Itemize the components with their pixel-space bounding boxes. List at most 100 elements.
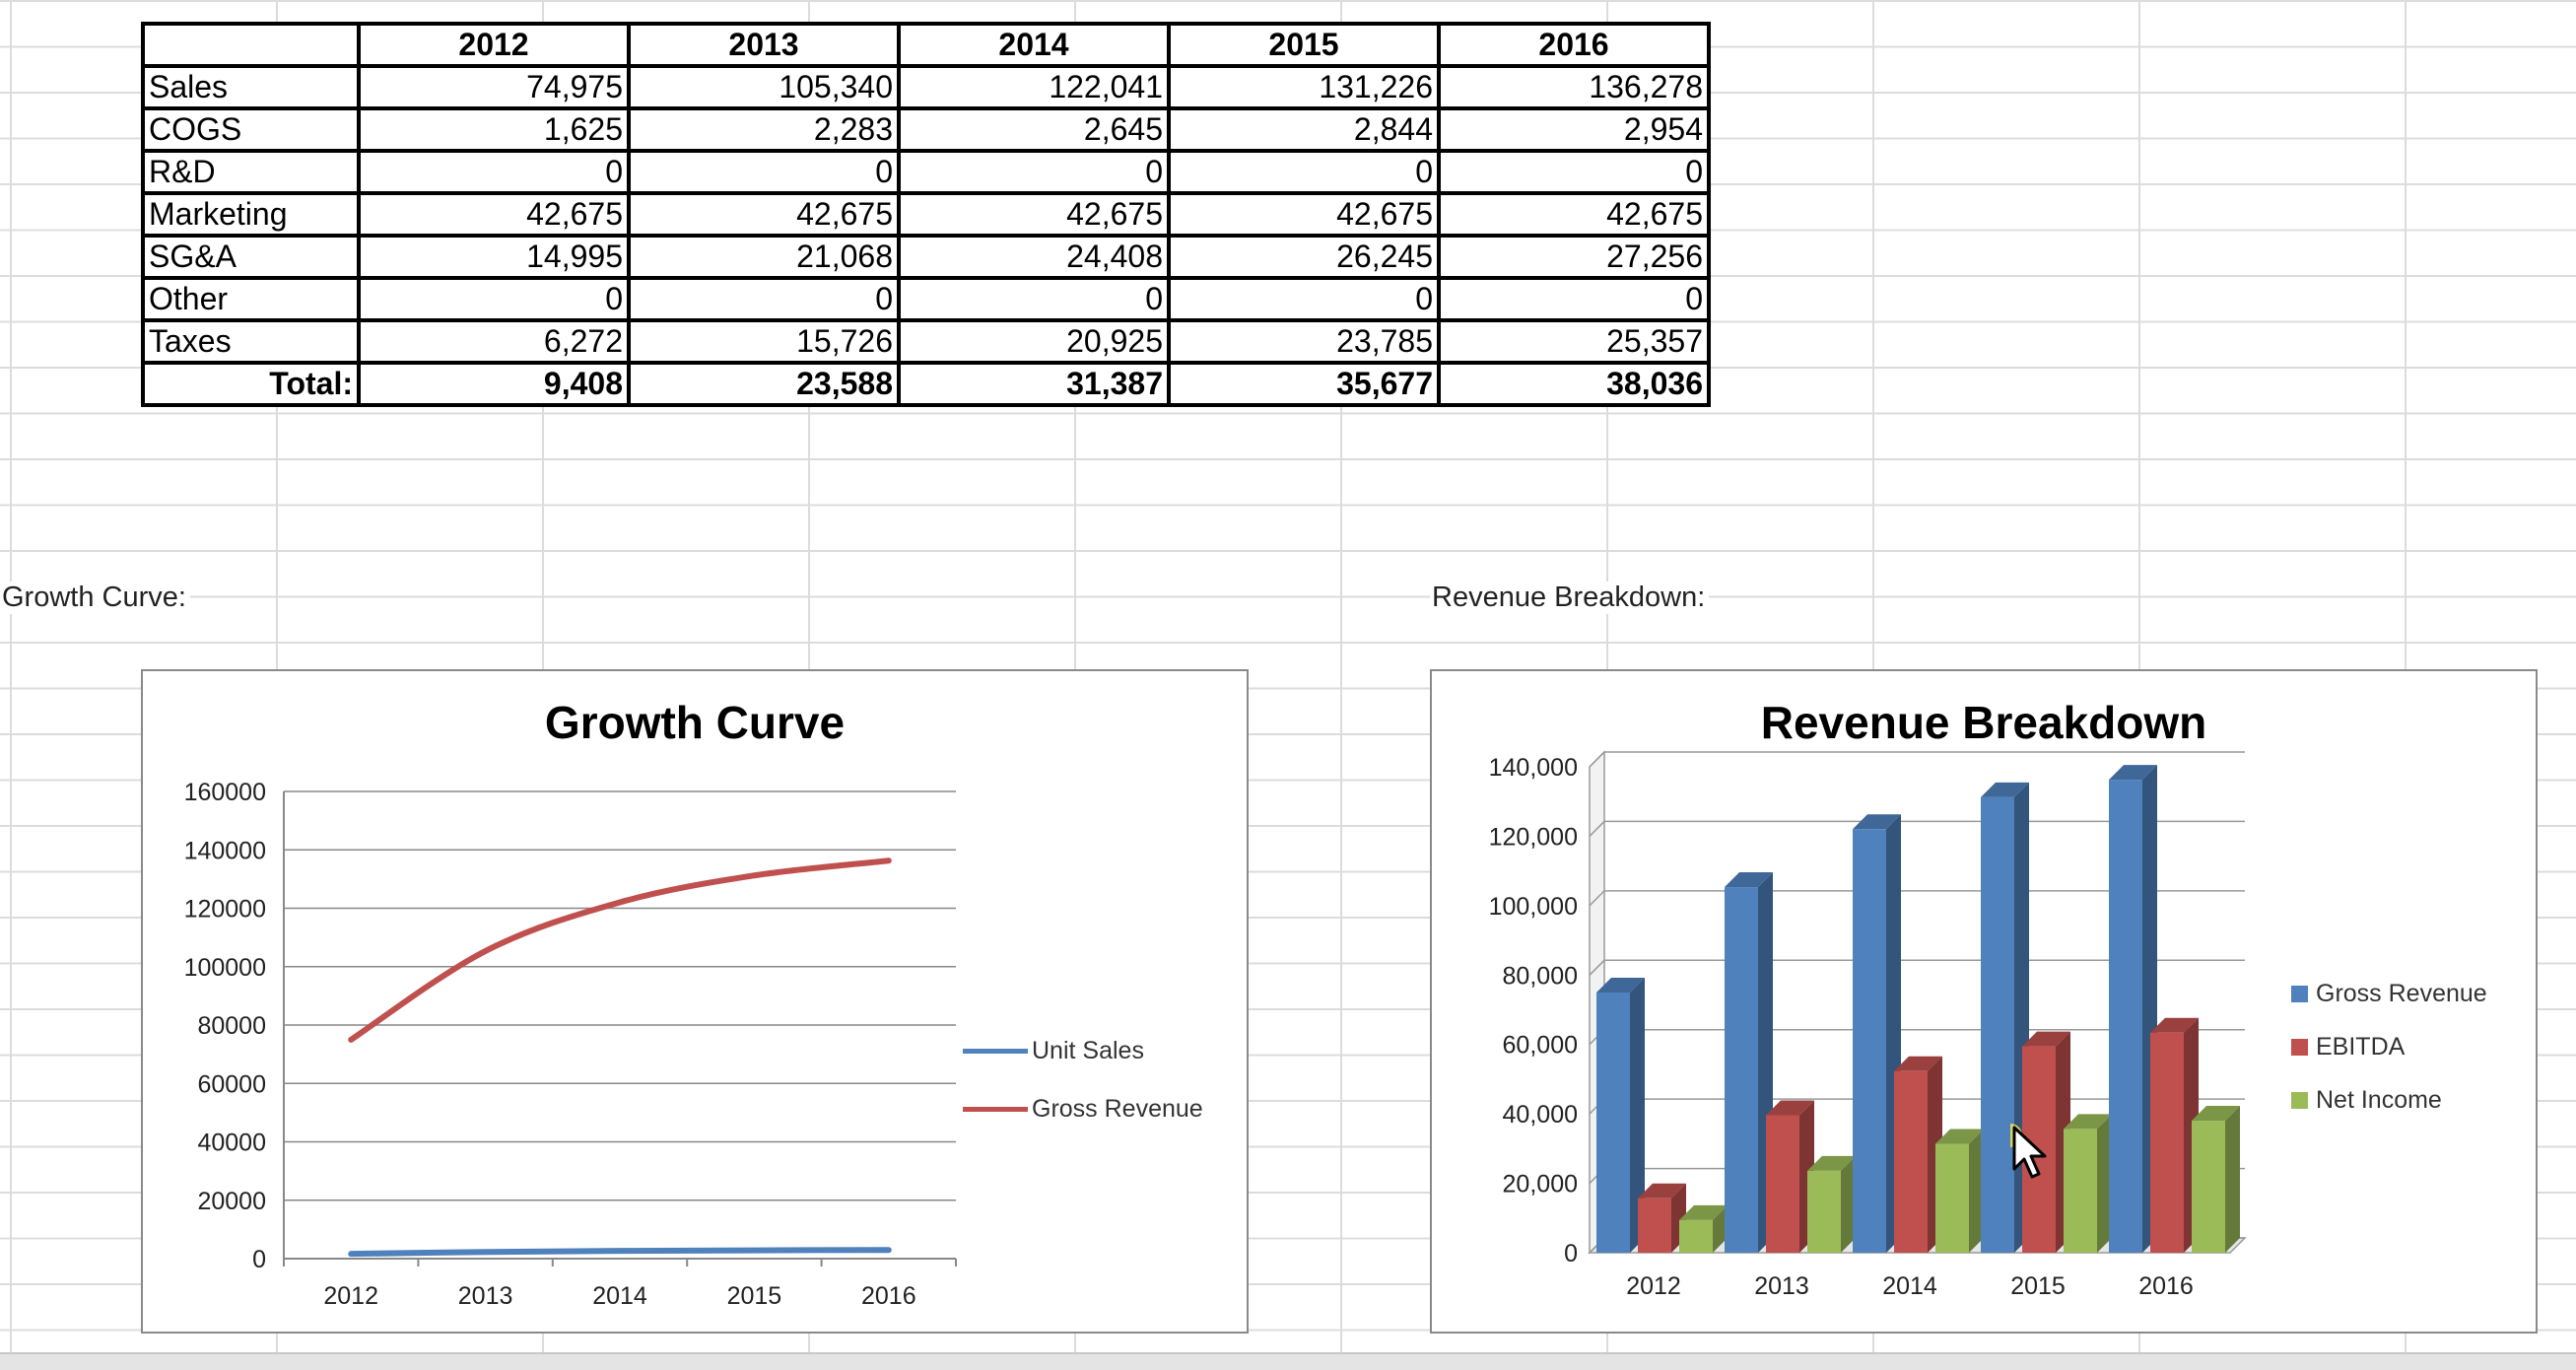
value-cell[interactable]: 25,357 [1437,318,1711,365]
bar-side-face [1713,1204,1728,1253]
value-cell[interactable]: 0 [1437,276,1711,322]
value-cell[interactable]: 27,256 [1437,234,1711,280]
mouse-cursor-icon [2010,1124,2047,1179]
value-cell[interactable]: 23,588 [627,361,901,407]
value-cell[interactable]: 42,675 [1167,191,1441,238]
bar-top-face [1766,1100,1814,1116]
x-tick-label: 2013 [1754,1272,1809,1300]
row-label-cell[interactable]: Sales [141,64,361,110]
value-cell[interactable]: 74,975 [357,64,631,110]
bar-gross-revenue [1596,977,1645,1253]
horizontal-scrollbar[interactable] [0,1352,2576,1370]
value-cell[interactable]: 122,041 [897,64,1171,110]
header-cell-2015[interactable]: 2015 [1167,22,1441,68]
value-cell[interactable]: 20,925 [897,318,1171,365]
revenue-breakdown-section-label[interactable]: Revenue Breakdown: [1430,582,1710,614]
bar-top-face [1981,782,2029,797]
header-cell-2014[interactable]: 2014 [897,22,1171,68]
value-cell[interactable]: 2,645 [897,106,1171,153]
value-cell[interactable]: 0 [897,149,1171,195]
value-cell[interactable]: 2,283 [627,106,901,153]
revenue-breakdown-legend: Gross Revenue EBITDA Net Income [2291,980,2487,1115]
row-label-cell[interactable]: COGS [141,106,361,153]
header-cell-2012[interactable]: 2012 [357,22,631,68]
value-cell[interactable]: 2,844 [1167,106,1441,153]
growth-curve-chart[interactable]: Growth Curve 0 20000 40000 60000 80000 100000 1… [141,669,1249,1334]
value-cell[interactable]: 1,625 [357,106,631,153]
revenue-breakdown-chart[interactable]: Revenue Breakdown 0 20,000 40,000 60,000 80,0… [1430,669,2538,1334]
bar-front-face [1638,1198,1671,1253]
value-cell[interactable]: 9,408 [357,361,631,407]
value-cell[interactable]: 0 [897,276,1171,322]
bar-front-face [1766,1115,1799,1253]
bar-side-face [1841,1155,1856,1253]
y-tick-label: 60000 [197,1070,266,1098]
bar-front-face [1679,1219,1713,1253]
value-cell[interactable]: 2,954 [1437,106,1711,153]
value-cell[interactable]: 35,677 [1167,361,1441,407]
bar-top-face [1807,1155,1856,1171]
value-cell[interactable]: 42,675 [1437,191,1711,238]
legend-box-swatch [2291,1039,2308,1056]
bar-side-face [1630,977,1645,1253]
y-tick-label: 120,000 [1489,823,1578,851]
bar-front-face [1981,796,2014,1253]
bar-side-face [2097,1114,2112,1253]
value-cell[interactable]: 136,278 [1437,64,1711,110]
bar-front-face [2064,1129,2097,1253]
value-cell[interactable]: 15,726 [627,318,901,365]
row-label-cell[interactable]: SG&A [141,234,361,280]
bar-top-face [1725,872,1773,888]
value-cell[interactable]: 26,245 [1167,234,1441,280]
value-cell[interactable]: 0 [1167,149,1441,195]
header-cell-2016[interactable]: 2016 [1437,22,1711,68]
header-cell-blank[interactable] [141,22,361,68]
legend-label: Gross Revenue [2316,980,2487,1007]
value-cell[interactable]: 0 [627,276,901,322]
bar-net-income [2064,1114,2112,1253]
legend-box-swatch [2291,1092,2308,1109]
value-cell[interactable]: 0 [627,149,901,195]
value-cell[interactable]: 23,785 [1167,318,1441,365]
value-cell[interactable]: 14,995 [357,234,631,280]
table-total-row: Total: 9,408 23,588 31,387 35,677 38,036 [141,361,1711,407]
value-cell[interactable]: 42,675 [627,191,901,238]
value-cell[interactable]: 131,226 [1167,64,1441,110]
gridline [1589,820,2245,837]
bar-side-face [2225,1106,2240,1253]
bar-top-face [1853,814,1901,830]
legend-item-gross-revenue: Gross Revenue [963,1095,1203,1124]
value-cell[interactable]: 38,036 [1437,361,1711,407]
value-cell[interactable]: 6,272 [357,318,631,365]
bar-ebitda [1894,1056,1942,1253]
y-tick-label: 60,000 [1503,1032,1578,1060]
row-label-cell[interactable]: Taxes [141,318,361,365]
value-cell[interactable]: 31,387 [897,361,1171,407]
financial-data-table: 2012 2013 2014 2015 2016 Sales 74,975 105,… [141,22,1711,407]
table-row: Other 0 0 0 0 0 [141,276,1711,322]
row-label-cell[interactable]: Total: [141,361,361,407]
bar-net-income [2192,1106,2240,1253]
value-cell[interactable]: 0 [357,149,631,195]
row-label-cell[interactable]: Other [141,276,361,322]
bar-top-face [2064,1114,2112,1130]
value-cell[interactable]: 105,340 [627,64,901,110]
header-cell-2013[interactable]: 2013 [627,22,901,68]
legend-item-ebitda: EBITDA [2291,1033,2487,1062]
value-cell[interactable]: 0 [1437,149,1711,195]
value-cell[interactable]: 0 [357,276,631,322]
value-cell[interactable]: 21,068 [627,234,901,280]
growth-curve-section-label[interactable]: Growth Curve: [0,582,190,614]
y-tick-label: 20,000 [1503,1171,1578,1199]
value-cell[interactable]: 0 [1167,276,1441,322]
x-tick-label: 2014 [592,1282,647,1310]
value-cell[interactable]: 42,675 [357,191,631,238]
bar-net-income [1679,1204,1728,1253]
row-label-cell[interactable]: R&D [141,149,361,195]
row-label-cell[interactable]: Marketing [141,191,361,238]
value-cell[interactable]: 24,408 [897,234,1171,280]
bar-ebitda [1766,1100,1814,1253]
value-cell[interactable]: 42,675 [897,191,1171,238]
legend-label: Unit Sales [1032,1037,1144,1064]
x-tick-label: 2015 [2010,1272,2066,1300]
